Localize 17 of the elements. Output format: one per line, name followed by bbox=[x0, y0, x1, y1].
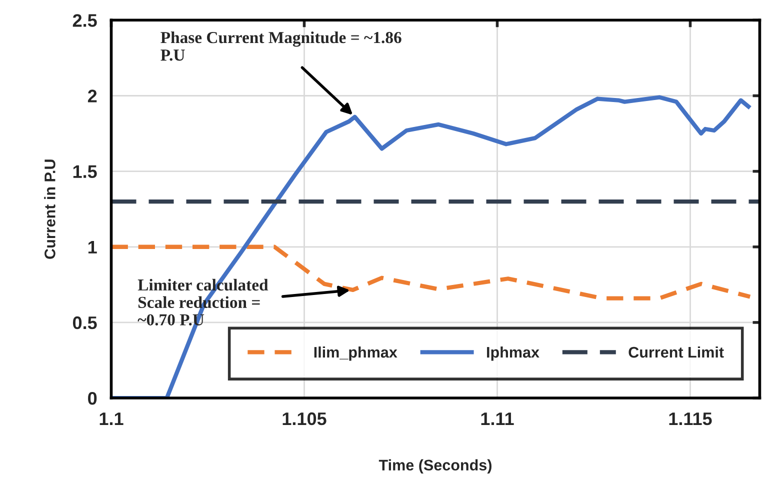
y-axis-title: Current in P.U bbox=[44, 160, 56, 259]
line-series bbox=[111, 95, 752, 398]
x-tick-label: 1.1 bbox=[100, 412, 124, 425]
x-tick-label: 1.105 bbox=[282, 412, 326, 426]
y-tick-label: 0.5 bbox=[72, 316, 97, 330]
y-tick-label: 1.5 bbox=[73, 165, 97, 178]
y-tick-label: 2.5 bbox=[72, 14, 97, 27]
x-tick-label: 1.115 bbox=[669, 412, 712, 426]
legend-label: Iphmax bbox=[487, 346, 540, 361]
y-tick-label: 0 bbox=[88, 392, 97, 405]
x-tick-label: 1.11 bbox=[481, 412, 514, 425]
x-axis-title: Time (Seconds) bbox=[378, 459, 492, 474]
y-tick-label: 1 bbox=[88, 241, 97, 254]
legend-label: Current Limit bbox=[628, 346, 724, 358]
annotation: Phase Current Magnitude = ~1.86 P.U bbox=[160, 31, 402, 61]
y-tick-label: 2 bbox=[88, 90, 97, 102]
legend-label: Ilim_phmax bbox=[314, 346, 398, 361]
